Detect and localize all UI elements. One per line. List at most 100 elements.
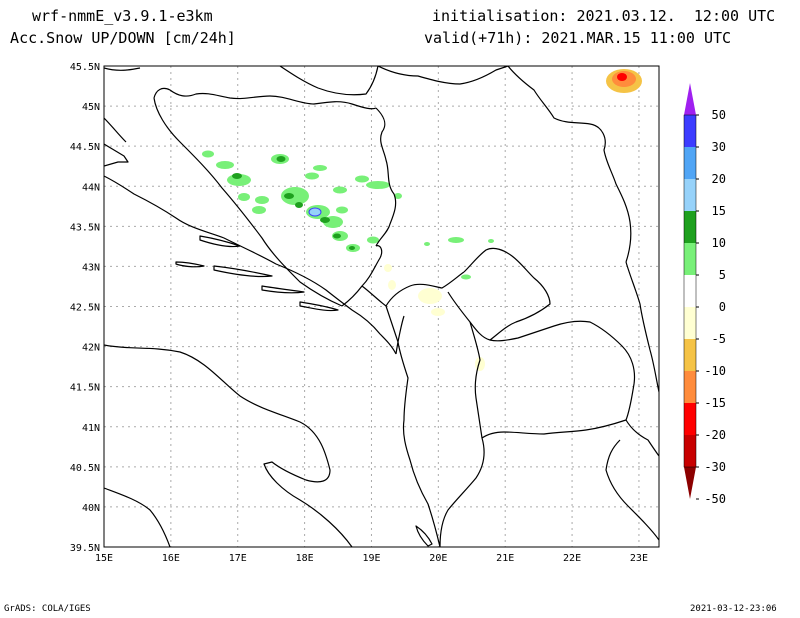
lat-tick-label: 44.5N <box>70 142 100 153</box>
island <box>175 261 205 268</box>
colorbar-label: 20 <box>712 172 726 186</box>
melt-patch <box>431 308 445 316</box>
snow-patch <box>366 181 390 189</box>
lon-tick-label: 20E <box>429 553 447 564</box>
border-bulgaria-lower <box>625 261 659 393</box>
map-frame <box>103 65 660 548</box>
colorbar-label: 0 <box>719 300 726 314</box>
snow-patch <box>355 175 369 183</box>
lat-tick-label: 41.5N <box>70 383 100 394</box>
border-croatia-bosnia <box>153 87 377 307</box>
snow-patch <box>252 206 266 214</box>
lon-tick-label: 22E <box>563 553 581 564</box>
lat-tick-label: 43.5N <box>70 222 100 233</box>
colorbar-label: 15 <box>712 204 726 218</box>
map-grid <box>104 66 659 547</box>
colorbar-outline <box>683 114 697 468</box>
snow-patch <box>232 173 242 179</box>
colorbar-segment <box>684 307 696 339</box>
melt-patch <box>418 288 442 304</box>
snow-patch <box>308 207 322 217</box>
lat-tick-label: 42N <box>82 343 100 354</box>
colorbar-label: 50 <box>712 108 726 122</box>
border-greece <box>625 419 659 457</box>
coastline-italy-heel <box>104 487 171 547</box>
coastline-croatia-islands <box>104 175 397 355</box>
grads-credit: GrADS: COLA/IGES <box>4 604 91 614</box>
lat-tick-label: 42.5N <box>70 303 100 314</box>
snow-patch <box>313 165 327 171</box>
island <box>199 235 241 248</box>
colorbar-label: 10 <box>712 236 726 250</box>
lon-tick-label: 18E <box>296 553 314 564</box>
map-outlines <box>104 66 659 547</box>
snow-patch <box>461 274 471 280</box>
colorbar-label: -30 <box>704 460 726 474</box>
colorbar-arrow-up-icon <box>684 83 696 115</box>
snow-patch <box>336 206 348 214</box>
snow-patch <box>488 239 494 243</box>
greek-coast <box>605 439 659 541</box>
colorbar-segment <box>684 115 696 147</box>
snow-patch <box>367 236 379 244</box>
coastline-croatia <box>104 143 129 167</box>
lon-tick-label: 21E <box>496 553 514 564</box>
colorbar-segment <box>684 211 696 243</box>
snow-patch <box>349 246 355 250</box>
albania-coast <box>395 315 405 355</box>
snow-patch <box>238 193 250 201</box>
lat-tick-label: 40N <box>82 503 100 514</box>
snow-patch <box>320 217 330 223</box>
valid-time: valid(+71h): 2021.MAR.15 11:00 UTC <box>424 29 732 47</box>
snow-patch <box>305 172 319 180</box>
border-montenegro <box>341 245 465 307</box>
melt-patch <box>388 280 396 290</box>
lat-tick-label: 43N <box>82 262 100 273</box>
lon-tick-label: 15E <box>95 553 113 564</box>
snow-patch <box>216 161 234 169</box>
colorbar-arrow-down-icon <box>684 467 696 499</box>
snow-patch <box>394 193 402 199</box>
colorbar-segment <box>684 275 696 307</box>
colorbar-label: -15 <box>704 396 726 410</box>
coastline-italy <box>104 344 353 547</box>
snow-patch <box>255 196 269 204</box>
lat-tick-label: 45N <box>82 102 100 113</box>
island <box>261 285 305 294</box>
snow-patch <box>424 242 430 246</box>
melt-patch <box>617 73 627 81</box>
latitude-ticks: 39.5N 40N 40.5N 41N 41.5N 42N 42.5N 43N 43.5N 44N… <box>70 62 100 554</box>
lat-tick-label: 45.5N <box>70 62 100 73</box>
snow-patch <box>333 233 341 239</box>
lat-tick-label: 39.5N <box>70 543 100 554</box>
snow-patch <box>276 156 286 162</box>
island <box>104 117 127 143</box>
snow-patch <box>448 237 464 243</box>
border-north-macedonia <box>481 320 636 439</box>
colorbar-label: -50 <box>704 492 726 506</box>
colorbar-segment <box>684 339 696 371</box>
colorbar-segment <box>684 243 696 275</box>
lon-tick-label: 16E <box>162 553 180 564</box>
lat-tick-label: 41N <box>82 423 100 434</box>
border-serbia-bulgaria <box>507 66 632 263</box>
colorbar-label: -10 <box>704 364 726 378</box>
snow-patch <box>284 193 294 199</box>
colorbar-segment <box>684 403 696 435</box>
colorbar-label: 5 <box>719 268 726 282</box>
colorbar-label: -5 <box>712 332 726 346</box>
melt-patch <box>384 264 392 272</box>
model-title: wrf-nmmE_v3.9.1-e3km <box>32 7 213 25</box>
lat-tick-label: 40.5N <box>70 463 100 474</box>
border-north <box>104 66 379 96</box>
border-serbia-bosnia <box>375 107 397 247</box>
colorbar-label: -20 <box>704 428 726 442</box>
init-time: initialisation: 2021.03.12. 12:00 UTC <box>432 7 776 25</box>
lat-tick-label: 44N <box>82 182 100 193</box>
island <box>299 301 339 312</box>
island <box>213 265 273 278</box>
colorbar-label: 30 <box>712 140 726 154</box>
longitude-ticks: 15E 16E 17E 18E 19E 20E 21E 22E 23E <box>95 553 648 564</box>
snow-field <box>202 69 642 371</box>
